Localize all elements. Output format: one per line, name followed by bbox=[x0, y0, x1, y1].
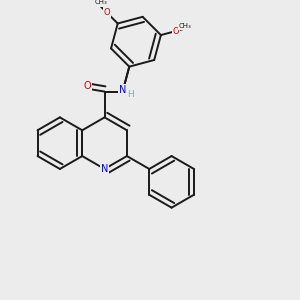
Text: CH₃: CH₃ bbox=[179, 23, 192, 29]
Text: N: N bbox=[119, 85, 126, 95]
Text: O: O bbox=[84, 81, 92, 91]
Text: CH₃: CH₃ bbox=[94, 0, 107, 5]
Text: H: H bbox=[128, 90, 134, 99]
Text: O: O bbox=[172, 27, 179, 36]
Text: N: N bbox=[101, 164, 108, 174]
Text: O: O bbox=[103, 8, 110, 17]
